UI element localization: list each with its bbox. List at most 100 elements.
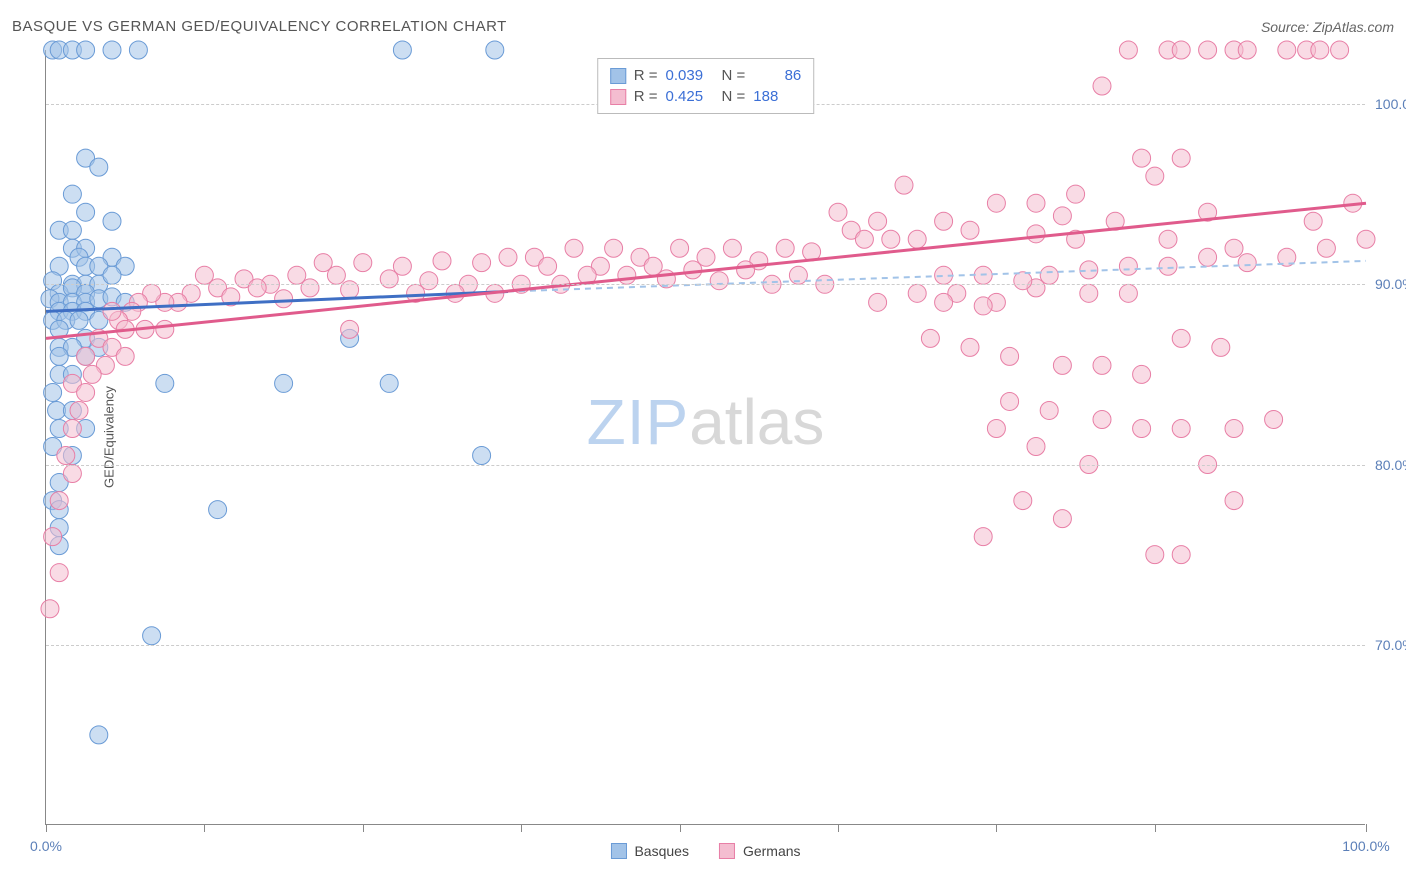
data-point <box>77 41 95 59</box>
stats-n-germans: 188 <box>753 88 801 105</box>
data-point <box>1172 419 1190 437</box>
xtick <box>46 824 47 832</box>
data-point <box>1027 194 1045 212</box>
data-point <box>354 254 372 272</box>
data-point <box>1053 356 1071 374</box>
data-point <box>433 252 451 270</box>
gridline <box>46 465 1365 466</box>
legend-label-germans: Germans <box>743 843 801 859</box>
data-point <box>275 374 293 392</box>
data-point <box>473 447 491 465</box>
data-point <box>539 257 557 275</box>
data-point <box>921 329 939 347</box>
data-point <box>116 347 134 365</box>
data-point <box>50 347 68 365</box>
data-point <box>90 726 108 744</box>
data-point <box>1053 207 1071 225</box>
swatch-basques <box>610 68 626 84</box>
data-point <box>70 311 88 329</box>
ytick-label: 90.0% <box>1375 276 1406 292</box>
data-point <box>63 185 81 203</box>
plot-area: GED/Equivalency ZIPatlas R = 0.039 N = 8… <box>45 50 1365 825</box>
data-point <box>1159 230 1177 248</box>
data-point <box>1001 347 1019 365</box>
data-point <box>473 254 491 272</box>
data-point <box>380 374 398 392</box>
data-point <box>1199 248 1217 266</box>
xtick <box>996 824 997 832</box>
data-point <box>70 401 88 419</box>
legend-label-basques: Basques <box>634 843 688 859</box>
xtick <box>1366 824 1367 832</box>
xtick-label: 100.0% <box>1342 838 1389 854</box>
data-point <box>908 230 926 248</box>
data-point <box>1172 546 1190 564</box>
data-point <box>156 320 174 338</box>
data-point <box>486 41 504 59</box>
xtick <box>1155 824 1156 832</box>
data-point <box>829 203 847 221</box>
data-point <box>710 272 728 290</box>
data-point <box>723 239 741 257</box>
stats-n-label: N = <box>722 67 746 84</box>
data-point <box>103 266 121 284</box>
data-point <box>1172 41 1190 59</box>
data-point <box>855 230 873 248</box>
data-point <box>275 290 293 308</box>
chart-header: BASQUE VS GERMAN GED/EQUIVALENCY CORRELA… <box>12 18 1394 35</box>
data-point <box>63 221 81 239</box>
data-point <box>1053 510 1071 528</box>
stats-n-label: N = <box>722 88 746 105</box>
data-point <box>1093 356 1111 374</box>
xtick <box>680 824 681 832</box>
stats-r-germans: 0.425 <box>666 88 714 105</box>
ytick-label: 100.0% <box>1375 96 1406 112</box>
data-point <box>987 194 1005 212</box>
data-point <box>83 365 101 383</box>
data-point <box>156 374 174 392</box>
data-point <box>1317 239 1335 257</box>
data-point <box>103 302 121 320</box>
data-point <box>1172 149 1190 167</box>
data-point <box>1133 419 1151 437</box>
data-point <box>671 239 689 257</box>
data-point <box>869 212 887 230</box>
data-point <box>1172 329 1190 347</box>
data-point <box>327 266 345 284</box>
data-point <box>1119 284 1137 302</box>
data-point <box>1014 492 1032 510</box>
data-point <box>103 41 121 59</box>
data-point <box>1119 257 1137 275</box>
data-point <box>869 293 887 311</box>
data-point <box>1146 167 1164 185</box>
data-point <box>44 528 62 546</box>
data-point <box>1238 254 1256 272</box>
data-point <box>908 284 926 302</box>
data-point <box>143 627 161 645</box>
data-point <box>1027 225 1045 243</box>
data-point <box>987 419 1005 437</box>
stats-legend-box: R = 0.039 N = 86 R = 0.425 N = 188 <box>597 58 815 114</box>
chart-source: Source: ZipAtlas.com <box>1261 19 1394 35</box>
data-point <box>50 564 68 582</box>
stats-r-label: R = <box>634 88 658 105</box>
data-point <box>1225 239 1243 257</box>
xtick <box>363 824 364 832</box>
data-point <box>63 419 81 437</box>
xtick-label: 0.0% <box>30 838 62 854</box>
data-point <box>129 41 147 59</box>
data-point <box>1001 392 1019 410</box>
data-point <box>882 230 900 248</box>
legend-swatch-germans <box>719 843 735 859</box>
data-point <box>1331 41 1349 59</box>
data-point <box>1040 401 1058 419</box>
data-point <box>961 221 979 239</box>
data-point <box>895 176 913 194</box>
xtick <box>838 824 839 832</box>
data-point <box>499 248 517 266</box>
gridline <box>46 645 1365 646</box>
data-point <box>44 383 62 401</box>
legend-item-germans: Germans <box>719 843 801 859</box>
data-point <box>935 212 953 230</box>
data-point <box>1304 212 1322 230</box>
